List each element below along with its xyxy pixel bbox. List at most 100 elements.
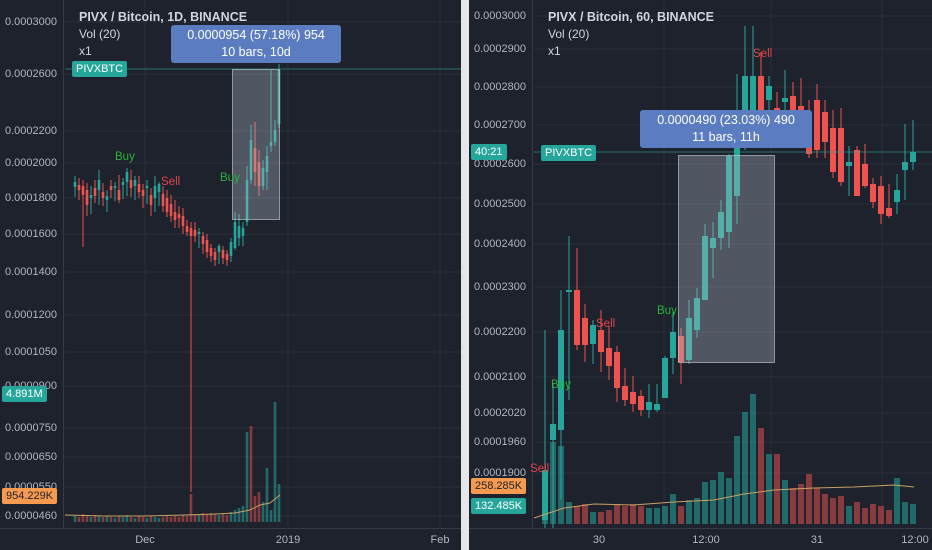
- volume-bar: [790, 488, 796, 524]
- volume-bar: [149, 516, 153, 522]
- candle-body: [710, 238, 716, 248]
- candle-body: [221, 250, 225, 258]
- price-label: 0.0003000: [5, 16, 57, 28]
- volume-bar: [886, 510, 892, 524]
- time-label: 12:00: [692, 534, 720, 546]
- volume-bar: [574, 506, 580, 524]
- candle-body: [734, 118, 740, 196]
- price-label: 0.0002700: [474, 119, 526, 131]
- candle-body: [566, 290, 572, 292]
- volume-bar: [862, 508, 868, 524]
- buy-signal: Buy: [551, 379, 571, 391]
- price-label: 0.0002020: [474, 407, 526, 419]
- volume-bar: [830, 498, 836, 524]
- hourly-chart-panel[interactable]: 0.0003000 0.0002900 0.0002800 0.0002700 …: [469, 0, 932, 550]
- candle-body: [726, 156, 732, 232]
- measure-range-box[interactable]: [232, 69, 280, 220]
- candle-body: [910, 152, 916, 162]
- volume-indicator-label[interactable]: Vol (20): [79, 27, 121, 41]
- measure-tooltip: 0.0000490 (23.03%) 490 11 bars, 11h: [640, 110, 812, 148]
- volume-bar: [241, 506, 245, 522]
- volume-bar: [133, 518, 137, 522]
- volume-bar: [245, 432, 249, 522]
- volume-bar: [277, 484, 281, 522]
- volume-bar: [113, 518, 117, 522]
- volume-bar: [105, 516, 109, 522]
- candle-body: [846, 162, 852, 166]
- left-price-axis[interactable]: 0.0003000 0.0002600 0.0002200 0.0002000 …: [0, 0, 64, 528]
- candle-body: [169, 204, 173, 216]
- volume-bar: [229, 512, 233, 522]
- volume-bar: [85, 516, 89, 522]
- volume-bar: [814, 488, 820, 524]
- daily-chart-panel[interactable]: 0.0003000 0.0002600 0.0002200 0.0002000 …: [0, 0, 461, 550]
- candle-body: [157, 184, 161, 192]
- volume-badge: 132.485K: [471, 498, 527, 514]
- volume-bar: [638, 506, 644, 524]
- candle-body: [85, 190, 89, 205]
- volume-bar: [854, 502, 860, 524]
- time-label: Feb: [430, 534, 450, 546]
- countdown-badge: 40:21: [471, 144, 507, 160]
- candle-body: [129, 180, 133, 188]
- candle-body: [217, 246, 221, 252]
- volume-bar: [137, 516, 141, 522]
- left-chart-canvas: [65, 0, 461, 528]
- volume-bar: [265, 468, 269, 522]
- candle-body: [141, 190, 145, 196]
- sell-signal: Sell: [596, 318, 616, 330]
- volume-bar: [201, 513, 205, 522]
- volume-bar: [558, 446, 564, 524]
- volume-bar: [606, 510, 612, 524]
- volume-indicator-label[interactable]: Vol (20): [548, 27, 590, 41]
- time-label: 31: [810, 534, 824, 546]
- price-label: 0.0002200: [5, 125, 57, 137]
- candle-body: [193, 230, 197, 236]
- measure-tooltip-value: 0.0000490 (23.03%) 490: [657, 113, 795, 127]
- candle-body: [105, 196, 109, 200]
- volume-bar: [782, 480, 788, 524]
- volume-bar: [213, 514, 217, 522]
- measure-tooltip: 0.0000954 (57.18%) 954 10 bars, 10d: [171, 25, 341, 63]
- candle-body: [614, 352, 620, 388]
- volume-bar: [125, 515, 129, 522]
- candle-body: [574, 290, 580, 345]
- right-plot-area[interactable]: 0.0000490 (23.03%) 490 11 bars, 11h Sell…: [530, 0, 932, 528]
- candle-body: [558, 330, 564, 430]
- candle-body: [121, 182, 125, 185]
- volume-bar: [237, 508, 241, 522]
- left-legend: PIVX / Bitcoin, 1D, BINANCE Vol (20) x1: [79, 9, 247, 60]
- price-label: 0.0001200: [5, 309, 57, 321]
- candle-body: [261, 168, 265, 186]
- volume-bar: [686, 500, 692, 524]
- candle-body: [225, 254, 229, 260]
- candle-body: [894, 190, 900, 202]
- measure-range-box[interactable]: [678, 155, 775, 363]
- price-label: 0.0001960: [474, 436, 526, 448]
- price-label: 0.0001400: [5, 266, 57, 278]
- candle-body: [133, 180, 137, 186]
- candle-body: [205, 240, 209, 252]
- candle-body: [173, 212, 177, 220]
- candle-body: [822, 112, 828, 142]
- candle-body: [245, 180, 249, 222]
- right-time-axis[interactable]: 30 12:00 31 12:00: [469, 528, 932, 550]
- candle-body: [233, 222, 237, 248]
- candle-body: [257, 162, 261, 186]
- left-time-axis[interactable]: Dec 2019 Feb: [0, 528, 461, 550]
- candle-body: [678, 336, 684, 362]
- left-plot-area[interactable]: 0.0000954 (57.18%) 954 10 bars, 10d Buy …: [65, 0, 461, 528]
- candle-body: [902, 162, 908, 170]
- buy-signal: Buy: [115, 151, 135, 163]
- volume-bar: [109, 517, 113, 522]
- measure-tooltip-value: 0.0000954 (57.18%) 954: [187, 28, 325, 42]
- candle-body: [782, 98, 788, 102]
- volume-bar: [702, 482, 708, 524]
- right-price-axis[interactable]: 0.0003000 0.0002900 0.0002800 0.0002700 …: [469, 0, 533, 528]
- measure-tooltip-bars: 10 bars, 10d: [221, 45, 291, 59]
- candle-body: [838, 128, 844, 182]
- candle-body: [750, 76, 756, 126]
- candle-body: [598, 330, 604, 352]
- volume-bar: [806, 474, 812, 524]
- candle-body: [161, 194, 165, 206]
